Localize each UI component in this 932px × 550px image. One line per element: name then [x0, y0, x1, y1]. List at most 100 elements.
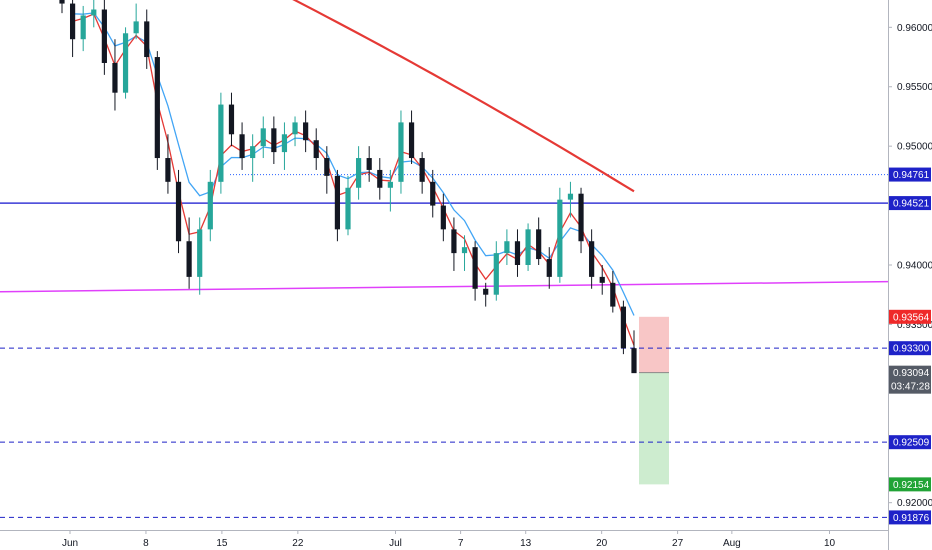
candle-body	[514, 241, 521, 265]
price-tick-label: 0.95000	[897, 142, 932, 153]
candle-body	[419, 158, 425, 182]
candle-body	[228, 104, 235, 135]
price-tick-label: 0.93500	[897, 320, 932, 331]
candle-body	[472, 247, 478, 289]
time-tick-label: 13	[520, 538, 532, 549]
candle-body	[69, 3, 76, 40]
candle-body	[165, 158, 171, 182]
candle-body	[557, 199, 563, 277]
candle-body	[620, 306, 627, 349]
price-tags: 0.94521 0.94761 0.93300 0.92509 0.91876 0.935…	[889, 167, 931, 525]
candle-body	[610, 282, 616, 307]
horizontal-line-price-tag: 0.92509	[893, 438, 930, 449]
candle-body	[546, 259, 552, 277]
horizontal-line-price-tag-bg	[889, 196, 931, 211]
stop-price-tag-bg	[889, 309, 931, 324]
time-tick-label: 7	[458, 538, 464, 549]
candles	[59, 0, 637, 374]
candle-body	[398, 122, 404, 182]
candle-body	[493, 253, 499, 295]
price-axis[interactable]: 0.96000 0.95500 0.95000 0.94000 0.93500 0.920…	[888, 0, 932, 550]
candle-body	[451, 229, 457, 254]
time-axis[interactable]: Jun 8 15 22 Jul 7 13 20 27 Aug 10	[0, 530, 888, 549]
candle-body	[133, 21, 139, 34]
take-profit-zone	[639, 372, 669, 485]
candle-body	[345, 187, 351, 230]
stop-loss-zone	[639, 316, 669, 373]
time-tick-label: Jun	[62, 538, 78, 549]
candle-body	[567, 193, 574, 200]
stop-price-tag: 0.93564	[893, 312, 930, 323]
candle-body	[631, 348, 637, 374]
countdown-tag: 03:47:28	[891, 382, 930, 393]
candle-body	[101, 9, 107, 63]
time-tick-label: 22	[292, 538, 304, 549]
candle-body	[440, 205, 446, 230]
candle-body	[377, 169, 383, 188]
horizontal-line-price-tag: 0.91876	[893, 513, 930, 524]
time-tick-label: Jul	[389, 538, 402, 549]
price-tick-label: 0.92000	[897, 498, 932, 509]
candle-body	[483, 288, 489, 295]
candle-body	[334, 175, 341, 230]
candle-body	[260, 128, 266, 147]
horizontal-line-price-tag: 0.94521	[893, 199, 930, 210]
slow-moving-average-line	[292, 0, 635, 193]
candle-body	[144, 21, 150, 58]
candle-body	[112, 62, 118, 93]
candle-body	[387, 181, 393, 188]
candle-body	[122, 33, 129, 93]
candle-body	[430, 181, 436, 206]
candle-body	[599, 276, 605, 283]
candle-body	[578, 193, 584, 242]
price-tick-label: 0.96000	[897, 23, 932, 34]
candle-body	[366, 158, 372, 170]
candle-body	[525, 229, 531, 265]
candle-body	[80, 15, 86, 40]
time-tick-label: 10	[824, 538, 836, 549]
candle-body	[197, 229, 203, 277]
time-tick-label: 8	[143, 538, 149, 549]
horizontal-line-price-tag-bg	[889, 435, 931, 450]
time-tick-label: 15	[216, 538, 228, 549]
time-tick-label: 20	[596, 538, 608, 549]
candle-body	[281, 134, 288, 153]
horizontal-line-price-tag-bg	[889, 510, 931, 525]
candle-body	[536, 229, 542, 260]
candle-body	[589, 241, 595, 277]
candle-body	[461, 247, 468, 254]
candle-body	[186, 241, 192, 277]
candle-body	[218, 104, 224, 182]
candle-body	[313, 140, 319, 159]
candle-body	[175, 181, 182, 242]
candle-body	[250, 146, 256, 159]
position-zones	[639, 316, 669, 485]
candle-body	[207, 181, 213, 230]
candle-body	[91, 9, 97, 16]
horizontal-line-price-tag: 0.94761	[893, 170, 930, 181]
target-price-tag-bg	[889, 477, 931, 492]
trendline	[0, 280, 889, 293]
candle-body	[154, 57, 160, 159]
candle-body	[59, 0, 65, 4]
target-price-tag: 0.92154	[893, 480, 930, 491]
candle-body	[292, 122, 298, 135]
horizontal-lines	[0, 174, 888, 518]
horizontal-line-price-tag-bg	[889, 167, 931, 182]
candle-body	[408, 122, 415, 159]
trendline-layer	[0, 280, 889, 293]
time-tick-label: Aug	[723, 538, 741, 549]
price-tick-label: 0.94000	[897, 261, 932, 272]
candle-body	[355, 158, 362, 188]
price-tick-label: 0.95500	[897, 82, 932, 93]
candle-body	[271, 128, 277, 153]
time-tick-label: 27	[672, 538, 684, 549]
last-price-tag-bg	[889, 365, 931, 394]
last-price-tag: 0.93094	[893, 368, 930, 379]
candle-body	[504, 241, 510, 254]
horizontal-line-price-tag-bg	[889, 341, 931, 356]
moving-averages	[72, 0, 635, 346]
candle-body	[303, 122, 309, 141]
